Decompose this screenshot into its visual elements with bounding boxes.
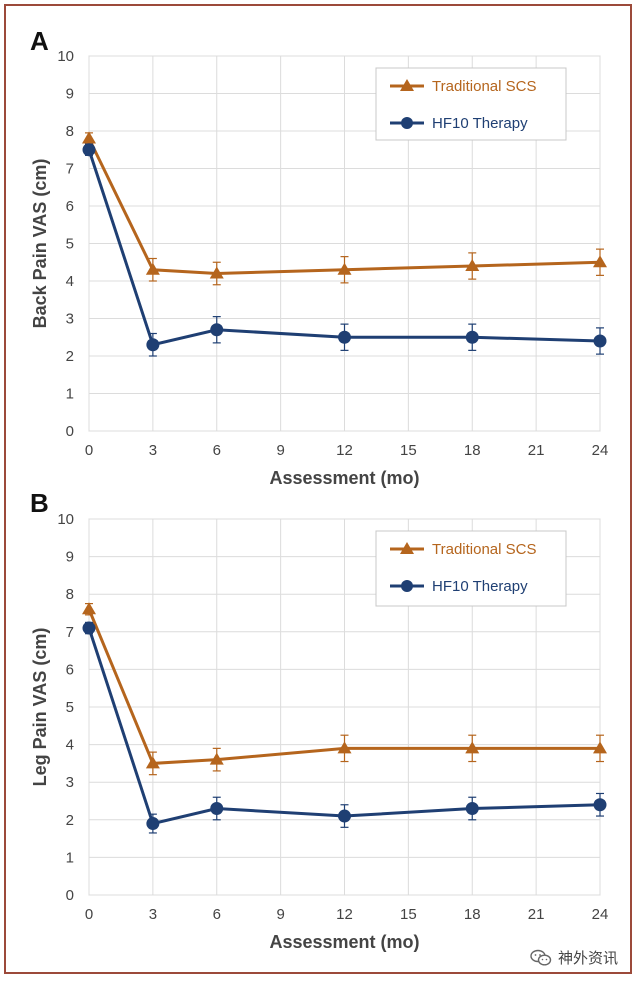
watermark: 神外资讯 (530, 947, 618, 968)
data-point (145, 756, 160, 769)
legend-marker (401, 580, 413, 592)
y-tick-label: 0 (66, 887, 74, 904)
legend-label: HF10 Therapy (432, 578, 528, 595)
y-tick-label: 10 (57, 48, 74, 65)
y-tick-label: 8 (66, 586, 74, 603)
x-tick-label: 24 (592, 906, 609, 923)
data-point (338, 809, 351, 823)
data-point (82, 131, 96, 144)
data-point (593, 334, 607, 348)
data-point (337, 262, 352, 275)
y-tick-label: 9 (66, 86, 74, 103)
data-point (593, 798, 607, 812)
data-point (465, 741, 480, 754)
data-point (82, 602, 96, 615)
data-point (146, 817, 160, 831)
legend-label: Traditional SCS (432, 78, 537, 95)
data-point (210, 802, 224, 816)
y-tick-label: 4 (66, 737, 74, 754)
y-tick-label: 7 (66, 624, 74, 641)
y-tick-label: 6 (66, 661, 74, 678)
x-tick-label: 18 (464, 906, 481, 923)
series-line (87, 627, 601, 826)
legend-label: HF10 Therapy (432, 115, 528, 132)
y-tick-label: 8 (66, 123, 74, 140)
data-point (593, 255, 607, 268)
y-tick-label: 5 (66, 699, 74, 716)
y-tick-label: 3 (66, 311, 74, 328)
data-point (593, 741, 607, 754)
x-tick-label: 24 (592, 442, 609, 459)
x-tick-label: 21 (528, 442, 545, 459)
data-point (82, 143, 96, 157)
y-tick-label: 6 (66, 198, 74, 215)
series-line (87, 149, 601, 347)
panel-letter: B (30, 488, 49, 518)
x-tick-label: 9 (276, 906, 284, 923)
data-point (337, 741, 352, 754)
y-tick-label: 2 (66, 812, 74, 829)
series-traditional-scs (82, 602, 607, 776)
series-hf10-therapy (82, 143, 607, 357)
y-axis-title: Leg Pain VAS (cm) (30, 628, 50, 787)
data-point (210, 323, 224, 337)
figure-frame (4, 4, 632, 974)
y-tick-label: 0 (66, 423, 74, 440)
x-axis-title: Assessment (mo) (269, 932, 419, 952)
x-tick-label: 9 (276, 442, 284, 459)
watermark-text: 神外资讯 (557, 949, 618, 967)
data-point (465, 802, 479, 816)
panel-letter: A (30, 26, 49, 56)
x-tick-label: 21 (528, 906, 545, 923)
series-traditional-scs (82, 131, 607, 286)
x-tick-label: 6 (213, 442, 221, 459)
data-point (146, 338, 160, 352)
legend-label: Traditional SCS (432, 541, 537, 558)
x-tick-label: 6 (213, 906, 221, 923)
data-point (209, 752, 224, 765)
data-point (82, 621, 96, 635)
series-line (87, 137, 601, 276)
x-tick-label: 12 (336, 906, 353, 923)
legend-marker (400, 542, 414, 554)
data-point (145, 262, 160, 275)
y-tick-label: 1 (66, 386, 74, 403)
y-tick-label: 10 (57, 511, 74, 528)
x-tick-label: 0 (85, 442, 93, 459)
data-point (209, 266, 224, 279)
series-line (87, 608, 600, 765)
x-axis-title: Assessment (mo) (269, 468, 419, 488)
y-axis-title: Back Pain VAS (cm) (30, 159, 50, 329)
data-point (465, 330, 479, 344)
y-tick-label: 1 (66, 849, 74, 866)
y-tick-label: 9 (66, 549, 74, 566)
legend-marker (401, 117, 413, 129)
x-tick-label: 3 (149, 906, 157, 923)
legend: Traditional SCS HF10 Therapy (375, 67, 567, 141)
legend: Traditional SCS HF10 Therapy (375, 530, 567, 607)
data-point (338, 330, 351, 344)
y-tick-label: 5 (66, 236, 74, 253)
y-tick-label: 2 (66, 348, 74, 365)
data-point (465, 259, 480, 271)
series-hf10-therapy (82, 621, 607, 834)
x-tick-label: 12 (336, 442, 353, 459)
y-tick-label: 4 (66, 273, 74, 290)
legend-marker (400, 79, 414, 91)
x-tick-label: 15 (400, 442, 417, 459)
y-tick-label: 3 (66, 774, 74, 791)
x-tick-label: 0 (85, 906, 93, 923)
x-tick-label: 3 (149, 442, 157, 459)
x-tick-label: 15 (400, 906, 417, 923)
x-tick-label: 18 (464, 442, 481, 459)
y-tick-label: 7 (66, 161, 74, 178)
wechat-icon (530, 949, 552, 966)
